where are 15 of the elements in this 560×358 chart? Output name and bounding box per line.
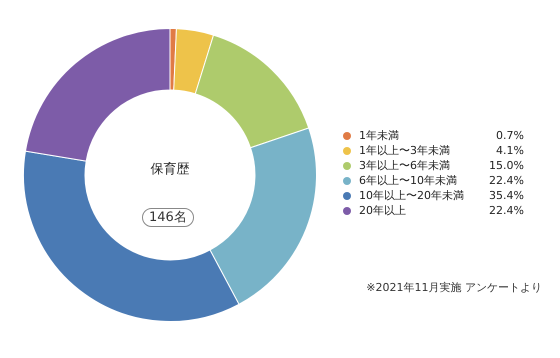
- legend-label: 20年以上: [359, 203, 407, 218]
- data-label: 22.4%: [488, 204, 524, 217]
- data-label: 0.7%: [495, 129, 524, 142]
- data-label: 35.4%: [488, 189, 524, 202]
- text: 保育歴: [150, 160, 190, 178]
- data-label: 22.4%: [488, 174, 524, 187]
- legend-label: 1年以上〜3年未満: [359, 143, 451, 158]
- legend-label: 1年未満: [359, 128, 400, 143]
- text: ※2021年11月実施 アンケートより: [366, 280, 542, 295]
- data-label: 4.1%: [495, 144, 524, 157]
- legend-label: 6年以上〜10年未満: [359, 173, 458, 188]
- data-label: 15.0%: [488, 159, 524, 172]
- legend-label: 3年以上〜6年未満: [359, 158, 451, 173]
- legend-label: 10年以上〜20年未満: [359, 188, 465, 203]
- text: 146名: [142, 208, 194, 227]
